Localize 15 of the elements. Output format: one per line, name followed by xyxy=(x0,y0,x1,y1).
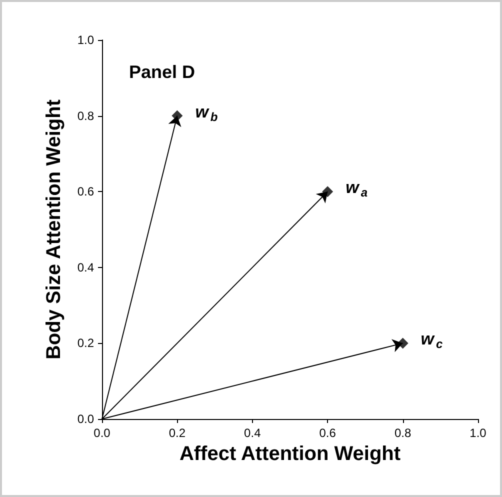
text: Panel D xyxy=(129,62,196,82)
x-axis-title: Affect Attention Weight xyxy=(179,442,401,465)
y-tick-label: 0.6 xyxy=(77,184,94,199)
x-tick-label: 1.0 xyxy=(470,426,487,440)
x-tick-label: 0.0 xyxy=(94,426,111,440)
x-tick-label: 0.8 xyxy=(394,426,412,440)
y-tick-label: 1.0 xyxy=(77,33,94,47)
y-axis-title: Body Size Attention Weight xyxy=(43,99,65,360)
x-tick-label: 0.4 xyxy=(244,426,262,440)
y-tick-label: 0.0 xyxy=(77,412,94,426)
y-tick-label: 0.4 xyxy=(77,260,94,274)
y-tick-label: 0.8 xyxy=(77,108,94,123)
y-tick-label: 0.2 xyxy=(77,336,94,350)
x-tick-label: 0.2 xyxy=(168,426,186,440)
x-tick-label: 0.6 xyxy=(319,426,336,440)
